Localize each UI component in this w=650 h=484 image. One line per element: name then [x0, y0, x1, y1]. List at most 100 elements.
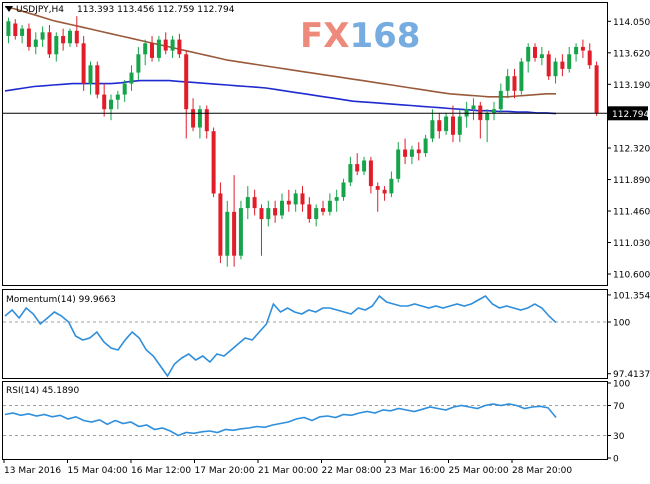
candle: [519, 57, 524, 95]
candle-body: [423, 138, 428, 154]
watermark-text-fx: FX: [300, 16, 349, 56]
candle: [211, 127, 216, 198]
candle-body: [430, 120, 435, 139]
candle-body: [355, 164, 360, 172]
momentum-panel: [2, 289, 608, 379]
candle-body: [451, 116, 455, 135]
candle: [286, 189, 291, 212]
candle: [375, 182, 380, 212]
candle: [341, 178, 346, 201]
candle-body: [143, 43, 148, 55]
rsi-tick-label: 70: [613, 402, 625, 412]
candle-body: [594, 65, 599, 114]
current-price-tag: [608, 106, 648, 121]
candle: [396, 142, 401, 183]
candle: [567, 46, 572, 73]
candle: [485, 109, 490, 143]
candle: [451, 105, 455, 143]
candle-body: [444, 116, 449, 132]
triangle-down-icon[interactable]: [5, 6, 13, 12]
candle-body: [587, 50, 592, 66]
x-tick-label: 15 Mar 04:00: [68, 466, 128, 476]
candle-body: [136, 54, 141, 73]
moving-averages: [4, 5, 557, 115]
candle: [594, 61, 599, 116]
candle-body: [26, 28, 31, 47]
candle: [6, 17, 11, 44]
candle: [115, 90, 120, 110]
candle-body: [574, 46, 579, 55]
candle: [40, 26, 45, 47]
candle: [68, 28, 72, 47]
y-tick-label: 112.320: [613, 145, 650, 155]
candle-body: [95, 65, 100, 95]
candle: [382, 186, 387, 201]
candle-body: [334, 197, 339, 201]
candle-body: [416, 149, 421, 154]
y-tick-label: 110.600: [613, 271, 650, 281]
x-tick-label: 22 Mar 08:00: [322, 466, 382, 476]
candle-body: [177, 39, 182, 55]
candle-body: [546, 54, 551, 77]
candle-body: [88, 65, 93, 84]
candle-body: [321, 208, 325, 212]
candle-body: [204, 109, 209, 132]
ma-brown-line: [4, 5, 556, 98]
candle-body: [191, 109, 196, 128]
x-tick-label: 25 Mar 00:00: [449, 466, 509, 476]
candle-body: [375, 186, 380, 190]
candle-body: [170, 39, 175, 51]
candle: [300, 186, 305, 212]
candles: [3, 16, 607, 267]
candle: [492, 101, 496, 121]
x-tick-label: 28 Mar 20:00: [512, 466, 572, 476]
candle-body: [505, 76, 510, 91]
price-panel: [2, 2, 608, 286]
candle: [327, 193, 332, 216]
candle-body: [300, 193, 305, 205]
candle: [20, 24, 25, 44]
candle: [293, 189, 298, 212]
candle-body: [539, 54, 544, 58]
candle: [129, 65, 134, 91]
candle: [143, 39, 148, 66]
candle: [355, 153, 360, 176]
current-price-label: 112.794: [612, 110, 649, 120]
candle: [478, 101, 483, 139]
candle: [74, 16, 79, 47]
candle: [156, 35, 161, 62]
candle: [54, 32, 59, 62]
candle-body: [327, 200, 332, 212]
candle: [526, 43, 531, 73]
candle-body: [409, 149, 414, 157]
candle-body: [512, 76, 517, 91]
candle-body: [485, 112, 490, 121]
candle-body: [109, 99, 113, 110]
candle: [150, 35, 154, 62]
candle-body: [102, 94, 107, 110]
candle-body: [382, 189, 387, 194]
x-tick-label: 13 Mar 2016: [4, 466, 61, 476]
x-tick-label: 23 Mar 16:00: [385, 466, 445, 476]
candle-body: [492, 109, 496, 113]
candle: [88, 61, 93, 95]
candle: [197, 105, 202, 139]
candle-body: [232, 211, 237, 256]
candle: [280, 193, 284, 220]
watermark-logo: FX168: [300, 16, 420, 56]
candle-body: [122, 83, 127, 95]
candle-body: [567, 54, 572, 69]
candle-body: [580, 46, 585, 51]
candle-body: [197, 109, 202, 128]
candle: [430, 109, 435, 143]
candle-body: [457, 116, 462, 135]
candle: [13, 19, 18, 40]
candle: [362, 156, 367, 176]
candle: [184, 50, 189, 139]
candle-body: [156, 39, 161, 58]
candle-body: [33, 39, 38, 47]
candle: [266, 200, 271, 227]
candle-body: [61, 36, 66, 44]
candle-body: [553, 61, 558, 77]
